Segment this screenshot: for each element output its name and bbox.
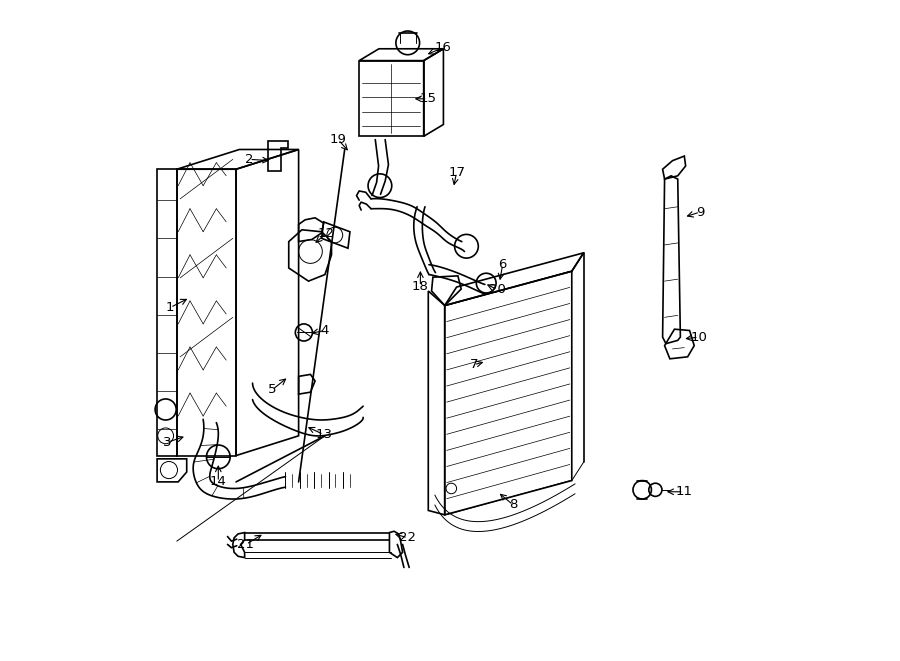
Text: 3: 3 bbox=[163, 436, 171, 449]
Text: 2: 2 bbox=[245, 153, 254, 166]
Text: 8: 8 bbox=[509, 498, 518, 512]
Text: 17: 17 bbox=[448, 166, 465, 179]
Text: 7: 7 bbox=[470, 358, 478, 371]
Text: 19: 19 bbox=[329, 133, 346, 146]
Text: 5: 5 bbox=[268, 383, 276, 396]
Text: 6: 6 bbox=[499, 258, 507, 271]
Text: 22: 22 bbox=[400, 531, 417, 545]
Text: 1: 1 bbox=[166, 301, 175, 314]
Text: 10: 10 bbox=[690, 330, 707, 344]
Text: 16: 16 bbox=[435, 41, 452, 54]
Text: 4: 4 bbox=[320, 324, 329, 337]
Text: 12: 12 bbox=[318, 227, 335, 239]
Text: 15: 15 bbox=[419, 93, 436, 105]
Text: 13: 13 bbox=[315, 428, 332, 441]
Text: 21: 21 bbox=[238, 538, 255, 551]
Text: 20: 20 bbox=[489, 283, 506, 296]
Text: 14: 14 bbox=[210, 475, 227, 488]
Text: 9: 9 bbox=[696, 206, 705, 219]
Text: 11: 11 bbox=[675, 485, 692, 498]
Text: 18: 18 bbox=[412, 280, 428, 293]
